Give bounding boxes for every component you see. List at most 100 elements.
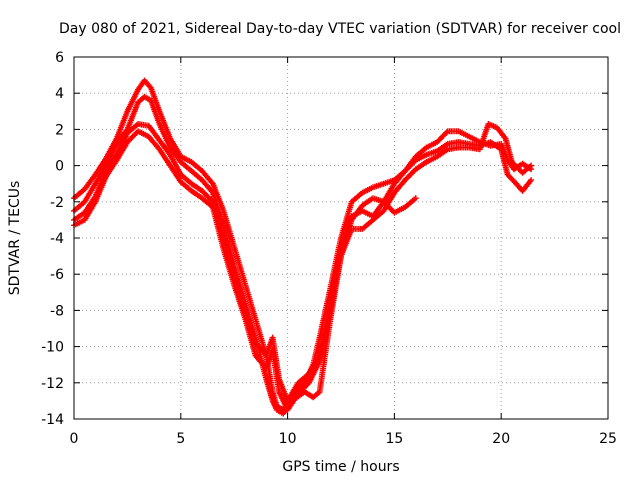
data-point-markers [412, 152, 428, 164]
data-point-markers [103, 142, 119, 169]
data-point-markers [156, 137, 172, 157]
data-point-markers [199, 168, 215, 186]
data-layer [71, 77, 535, 417]
data-point [412, 195, 419, 202]
data-point-markers [167, 162, 183, 184]
data-point-markers [370, 200, 386, 220]
data-point-markers [455, 128, 471, 139]
data-point-markers [199, 195, 215, 209]
data-point-markers [177, 171, 193, 186]
data-point-markers [167, 151, 183, 176]
data-point-markers [147, 97, 162, 126]
data-point-markers [231, 282, 248, 319]
data-point-markers [220, 245, 237, 287]
x-tick-label: 5 [176, 431, 185, 447]
data-point-markers [177, 153, 193, 165]
data-point-markers [402, 158, 418, 174]
data-point-markers [380, 191, 397, 214]
data-point-markers [423, 154, 439, 165]
y-tick-label: -2 [50, 195, 64, 211]
data-point-markers [92, 157, 108, 178]
data-point-markers [306, 359, 322, 386]
x-tick-label: 10 [279, 431, 297, 447]
data-point-markers [423, 140, 439, 151]
data-point-markers [263, 376, 276, 403]
y-tick-label: 4 [55, 86, 64, 102]
data-point-markers [338, 200, 355, 241]
data-point-markers [209, 180, 226, 212]
data-point-markers [316, 309, 333, 365]
data-point-markers [92, 175, 109, 205]
data-point-markers [466, 133, 482, 145]
data-point-markers [359, 185, 375, 196]
data-point-markers [177, 159, 193, 173]
data-point-markers [124, 101, 141, 133]
data-point-markers [156, 108, 173, 140]
data-point-markers [493, 124, 508, 140]
data-point-markers [412, 145, 428, 160]
data-point-markers [498, 146, 511, 176]
series-track-a [71, 77, 535, 413]
grid-layer [74, 57, 608, 419]
data-point-markers [241, 314, 258, 357]
y-axis-label: SDTVAR / TECUs [7, 181, 23, 296]
data-point-markers [391, 178, 407, 196]
data-point-markers [269, 347, 282, 393]
y-tick-label: -8 [50, 303, 64, 319]
data-point-markers [338, 227, 354, 260]
data-point [528, 162, 535, 169]
data-point-markers [359, 196, 375, 209]
data-point-markers [231, 244, 248, 285]
x-tick-label: 15 [385, 431, 403, 447]
chart-title: Day 080 of 2021, Sidereal Day-to-day VTE… [59, 21, 621, 37]
data-point-markers [124, 122, 140, 136]
y-tick-label: -6 [50, 267, 64, 283]
tick-layer: 0 5 10 15 20 25 -14 -12 -10 -8 -6 -4 -2 0 2 4 6 [41, 50, 617, 447]
data-point-markers [284, 381, 301, 404]
data-point-markers [348, 208, 364, 220]
y-tick-label: 6 [55, 50, 64, 66]
data-point-markers [310, 389, 322, 401]
data-point-markers [391, 205, 407, 216]
data-point-markers [380, 182, 397, 205]
x-axis-label: GPS time / hours [282, 459, 399, 475]
data-point-markers [156, 121, 173, 149]
data-point-markers [145, 122, 162, 142]
data-point-markers [188, 187, 204, 201]
y-tick-label: -4 [50, 231, 64, 247]
x-tick-label: 0 [70, 431, 79, 447]
x-tick-label: 25 [599, 431, 617, 447]
data-point-markers [188, 180, 204, 193]
data-point-markers [147, 84, 162, 113]
data-point-markers [199, 187, 215, 204]
data-point-markers [188, 168, 204, 182]
series-track-d [71, 121, 535, 413]
data-point-markers [370, 209, 386, 223]
data-point-markers [455, 139, 471, 147]
data-point-markers [113, 140, 130, 164]
data-point-markers [327, 255, 344, 314]
series-track-c [71, 121, 535, 404]
data-point-markers [220, 207, 237, 249]
data-point-markers [141, 93, 153, 103]
data-point-markers [276, 388, 290, 412]
data-point-markers [391, 169, 407, 187]
x-tick-label: 20 [492, 431, 510, 447]
y-tick-label: 2 [55, 122, 64, 138]
data-point-markers [113, 110, 130, 142]
data-point-markers [199, 177, 215, 195]
data-point-markers [502, 135, 515, 164]
y-tick-label: -14 [41, 412, 64, 428]
data-point-markers [124, 129, 140, 146]
data-point-markers [103, 153, 119, 174]
data-point-markers [412, 160, 428, 173]
data-point-markers [103, 158, 119, 180]
data-point-markers [348, 191, 364, 205]
data-point-markers [402, 167, 418, 184]
data-point [528, 177, 535, 184]
data-point-markers [156, 146, 173, 167]
data-point-markers [124, 88, 141, 115]
data-point-markers [519, 163, 533, 176]
